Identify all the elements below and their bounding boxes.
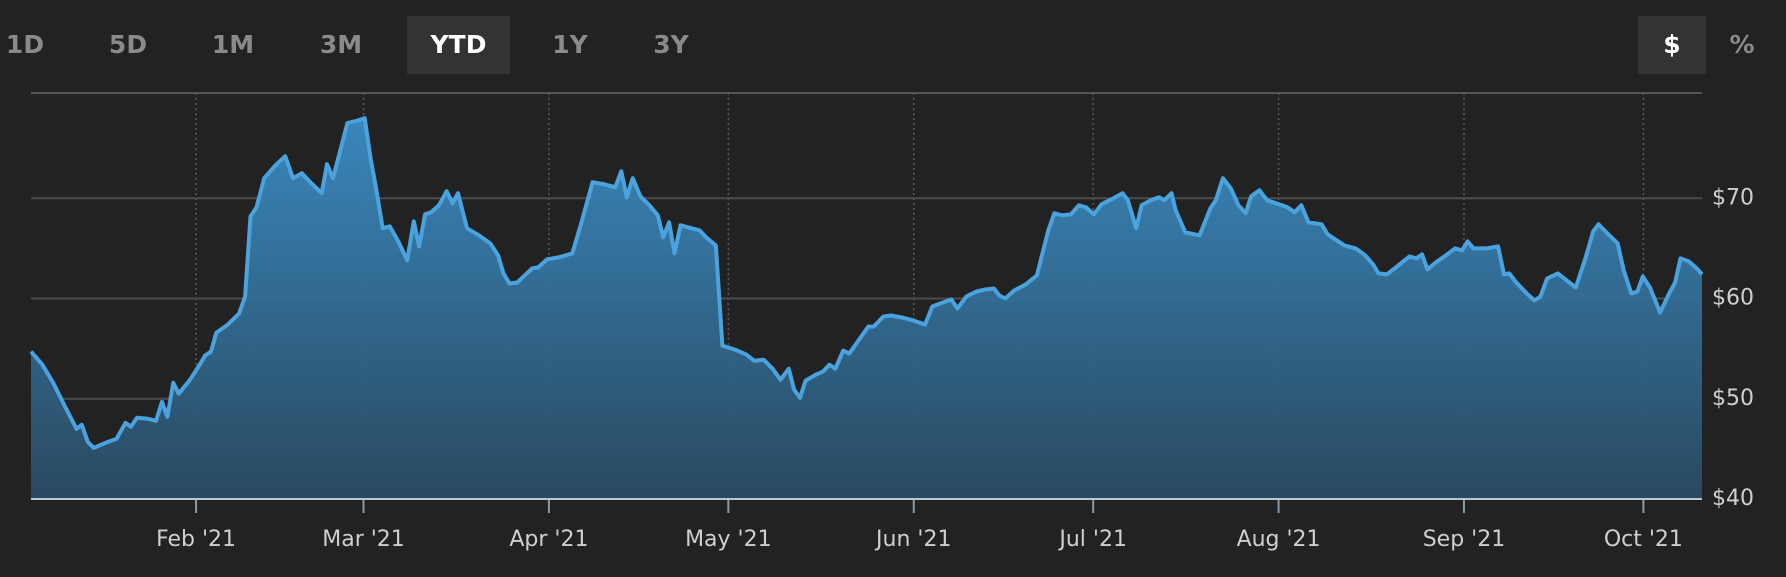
y-tick-label: $40 <box>1712 486 1754 511</box>
range-button[interactable]: 3Y <box>653 30 689 59</box>
area-fill <box>31 118 1702 499</box>
range-button[interactable]: 1Y <box>552 30 588 59</box>
x-tick-label: Feb '21 <box>156 527 236 552</box>
unit-button[interactable]: % <box>1729 30 1755 59</box>
y-tick-label: $50 <box>1712 386 1754 411</box>
y-tick-label: $70 <box>1712 185 1754 210</box>
x-tick-label: Sep '21 <box>1423 527 1506 552</box>
x-tick-label: Oct '21 <box>1604 527 1683 552</box>
unit-button[interactable]: $ <box>1638 16 1706 74</box>
range-button[interactable]: YTD <box>407 16 510 74</box>
x-tick-label: Apr '21 <box>509 527 588 552</box>
y-tick-label: $60 <box>1712 286 1754 311</box>
range-button[interactable]: 1D <box>5 30 45 59</box>
x-tick-label: Jun '21 <box>874 527 951 552</box>
x-tick-label: Mar '21 <box>322 527 405 552</box>
range-button[interactable]: 3M <box>319 30 363 59</box>
range-button[interactable]: 5D <box>108 30 148 59</box>
range-button[interactable]: 1M <box>211 30 255 59</box>
x-tick-label: Aug '21 <box>1237 527 1321 552</box>
x-tick-label: Jul '21 <box>1057 527 1127 552</box>
x-tick-label: May '21 <box>685 527 772 552</box>
price-line <box>29 116 1704 450</box>
